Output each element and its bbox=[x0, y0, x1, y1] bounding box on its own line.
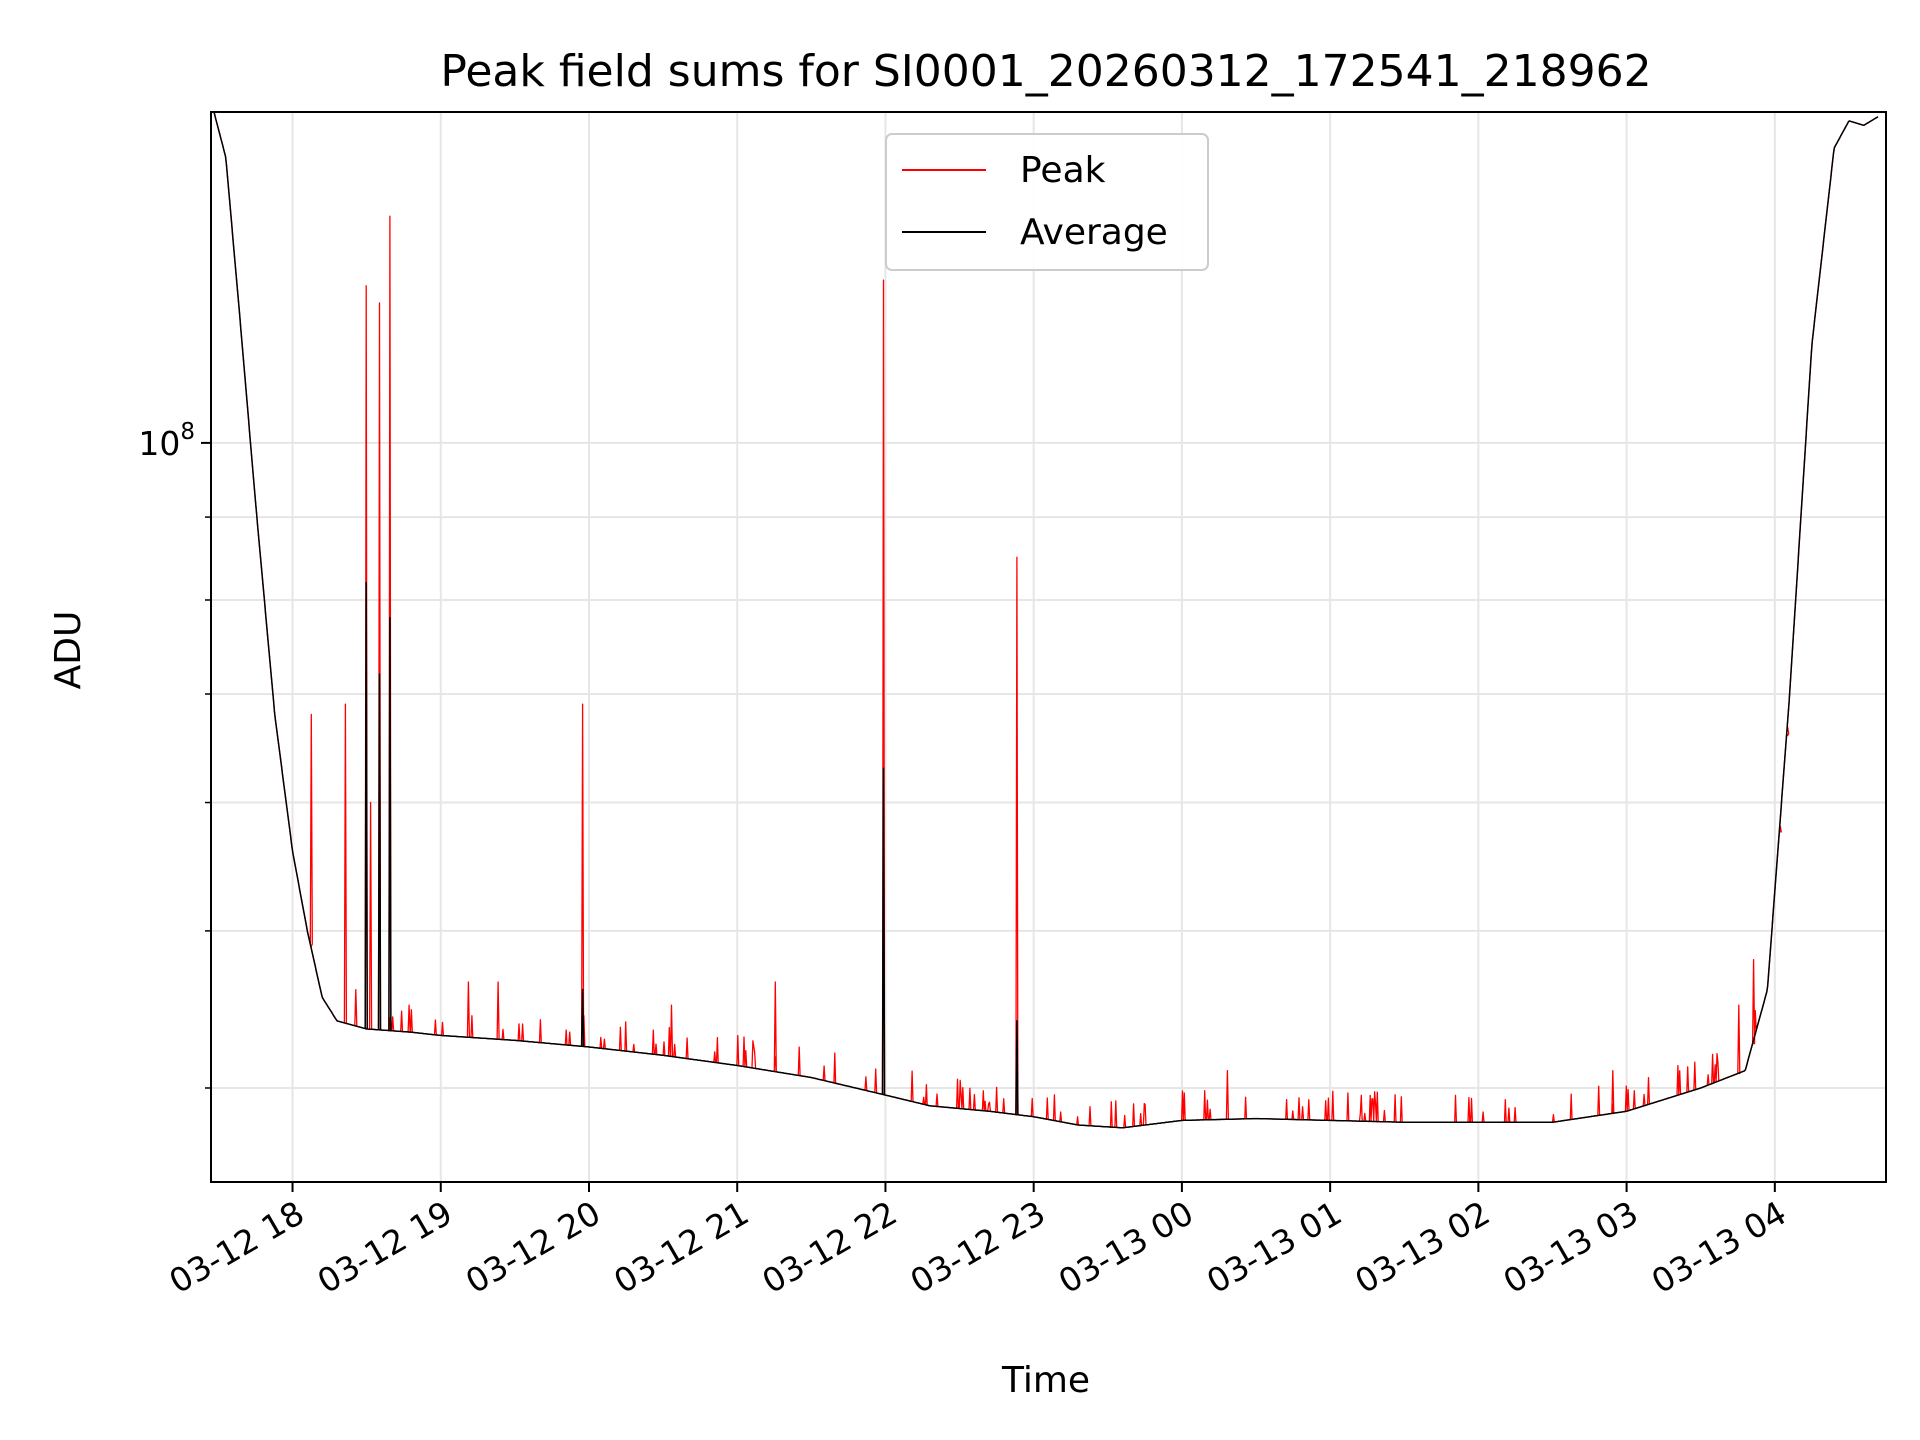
legend-average-label: Average bbox=[1020, 212, 1168, 253]
y-tick-label: 108 bbox=[138, 419, 195, 463]
chart-title: Peak field sums for SI0001_20260312_1725… bbox=[440, 46, 1651, 97]
legend-box bbox=[885, 133, 1209, 271]
average-series-line bbox=[213, 112, 1879, 1129]
legend: Peak Average bbox=[885, 133, 1209, 271]
y-axis-label: ADU bbox=[48, 611, 89, 690]
y-axis-ticks: 108 bbox=[138, 419, 211, 1089]
grid-lines bbox=[211, 112, 1886, 1182]
legend-peak-label: Peak bbox=[1020, 150, 1106, 191]
x-axis-label: Time bbox=[1001, 1360, 1090, 1401]
axes-frame bbox=[210, 111, 1887, 1183]
plot-area bbox=[213, 112, 1879, 1129]
